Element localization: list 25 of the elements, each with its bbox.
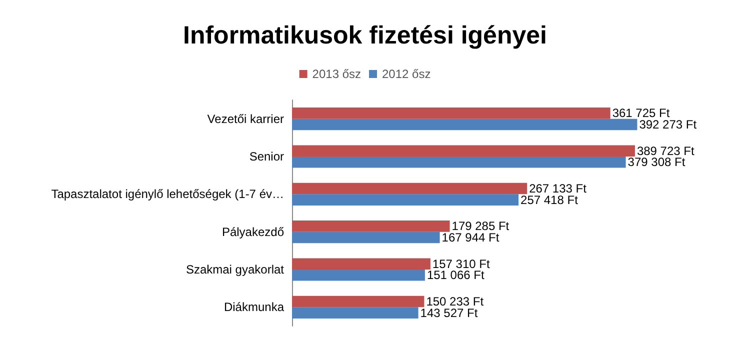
data-label: 379 308 Ft xyxy=(628,155,686,170)
bar xyxy=(292,182,528,194)
y-tick-label: Pályakezdő xyxy=(222,224,284,239)
bar xyxy=(292,258,430,270)
bar xyxy=(292,307,418,318)
legend-label: 2013 ősz xyxy=(312,67,361,81)
y-tick-label: Senior xyxy=(249,150,284,164)
bar xyxy=(292,145,635,156)
bar xyxy=(292,108,610,119)
y-tick-label: Vezetői karrier xyxy=(207,112,284,126)
y-tick-label: Szakmai gyakorlat xyxy=(186,262,285,276)
bar xyxy=(292,270,425,281)
bar xyxy=(292,194,519,206)
bar xyxy=(292,220,450,232)
bar xyxy=(292,296,424,308)
chart-title: Informatikusok fizetési igényei xyxy=(183,22,547,50)
data-label: 151 066 Ft xyxy=(426,268,485,282)
bar xyxy=(292,232,440,244)
bar xyxy=(292,118,638,130)
legend-label: 2012 ősz xyxy=(382,67,431,81)
data-label: 157 310 Ft xyxy=(432,256,490,271)
bar xyxy=(292,156,626,168)
data-label: 389 723 Ft xyxy=(636,144,695,158)
y-tick-label: Diákmunka xyxy=(224,300,284,314)
y-tick-label: Tapasztalatot igénylő lehetőségek (1-7 év… xyxy=(51,187,284,202)
